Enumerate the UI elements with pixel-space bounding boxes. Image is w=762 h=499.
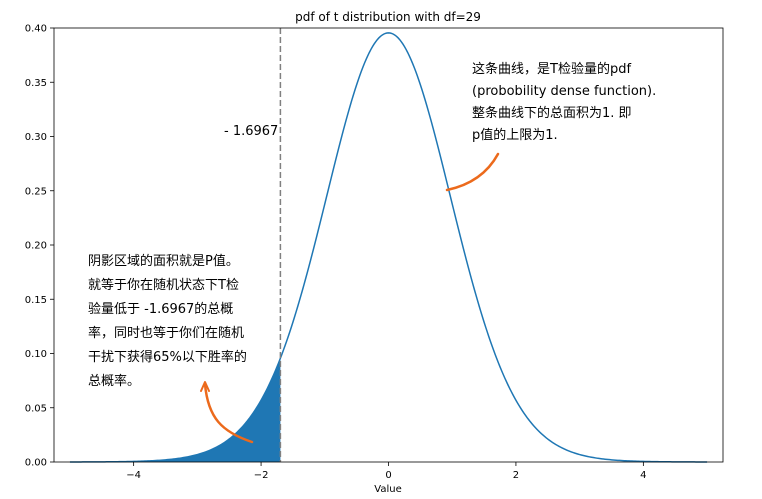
y-tick-label: 0.35 — [25, 78, 47, 89]
orange-arrow-shaded — [203, 382, 254, 444]
y-tick-label: 0.40 — [25, 24, 47, 35]
x-axis-ticks: −4 −2 0 2 4 — [126, 462, 647, 481]
y-tick-label: 0.30 — [25, 132, 47, 143]
x-tick-label: 4 — [640, 470, 646, 481]
chart-title: pdf of t distribution with df=29 — [295, 10, 481, 24]
shaded-area-annotation-line: 阴影区域的面积就是P值。 — [88, 253, 239, 269]
x-axis-label: Value — [374, 484, 401, 495]
plot-area — [69, 28, 708, 463]
curve-annotation-line: p值的上限为1. — [472, 127, 558, 143]
y-tick-label: 0.10 — [25, 349, 47, 360]
orange-arrow-curve — [445, 152, 500, 192]
y-tick-label: 0.05 — [25, 403, 47, 414]
x-tick-label: −4 — [126, 470, 141, 481]
shaded-area-annotation: 阴影区域的面积就是P值。 就等于你在随机状态下T检 验量低于 -1.6967的总… — [88, 253, 251, 389]
shaded-area-annotation-line: 验量低于 -1.6967的总概 — [88, 301, 233, 317]
pdf-curve — [69, 32, 708, 463]
shaded-area-annotation-line: 总概率。 — [88, 373, 140, 389]
x-tick-label: −2 — [254, 470, 269, 481]
y-tick-label: 0.15 — [25, 295, 47, 306]
x-tick-label: 0 — [385, 470, 391, 481]
curve-annotation-line: 这条曲线，是T检验量的pdf — [472, 61, 631, 77]
curve-annotation-line: 整条曲线下的总面积为1. 即 — [472, 105, 632, 121]
shaded-area-annotation-line: 就等于你在随机状态下T检 — [88, 277, 239, 293]
shaded-tail-area — [69, 358, 281, 462]
x-tick-label: 2 — [513, 470, 519, 481]
shaded-area-annotation-line: 率，同时也等于你们在随机 — [88, 325, 244, 341]
critical-value-label: - 1.6967 — [224, 124, 278, 139]
orange-arrowhead — [200, 381, 210, 392]
curve-annotation-line: (probobility dense function). — [472, 84, 656, 99]
curve-annotation: 这条曲线，是T检验量的pdf (probobility dense functi… — [472, 61, 660, 143]
y-tick-label: 0.25 — [25, 186, 47, 197]
y-axis-ticks: 0.00 0.05 0.10 0.15 0.20 0.25 0.30 0.35 0.40 — [25, 24, 54, 469]
y-tick-label: 0.00 — [25, 458, 47, 469]
y-tick-label: 0.20 — [25, 241, 47, 252]
shaded-area-annotation-line: 干扰下获得65%以下胜率的 — [88, 349, 247, 365]
